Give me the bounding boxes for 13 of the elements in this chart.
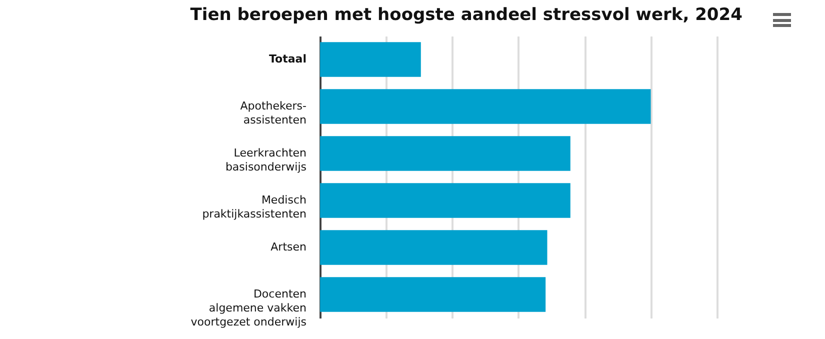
bar: [320, 277, 546, 312]
bar: [320, 89, 651, 124]
bar: [320, 136, 570, 171]
y-tick-label: Totaal: [269, 52, 306, 66]
bar: [320, 42, 421, 77]
bar: [320, 230, 548, 265]
y-tick-label: Leerkrachten basisonderwijs: [225, 146, 307, 174]
bar: [320, 183, 570, 218]
chart-title: Tien beroepen met hoogste aandeel stressvol werk, 2024: [190, 5, 743, 25]
y-tick-label: Docenten algemene vakken voortgezet onderwijs: [190, 288, 307, 328]
y-tick-label: Apothekers- assistenten: [240, 100, 307, 126]
y-tick-label: Artsen: [270, 240, 307, 254]
y-tick-label: Medisch praktijkassistenten: [202, 194, 307, 220]
